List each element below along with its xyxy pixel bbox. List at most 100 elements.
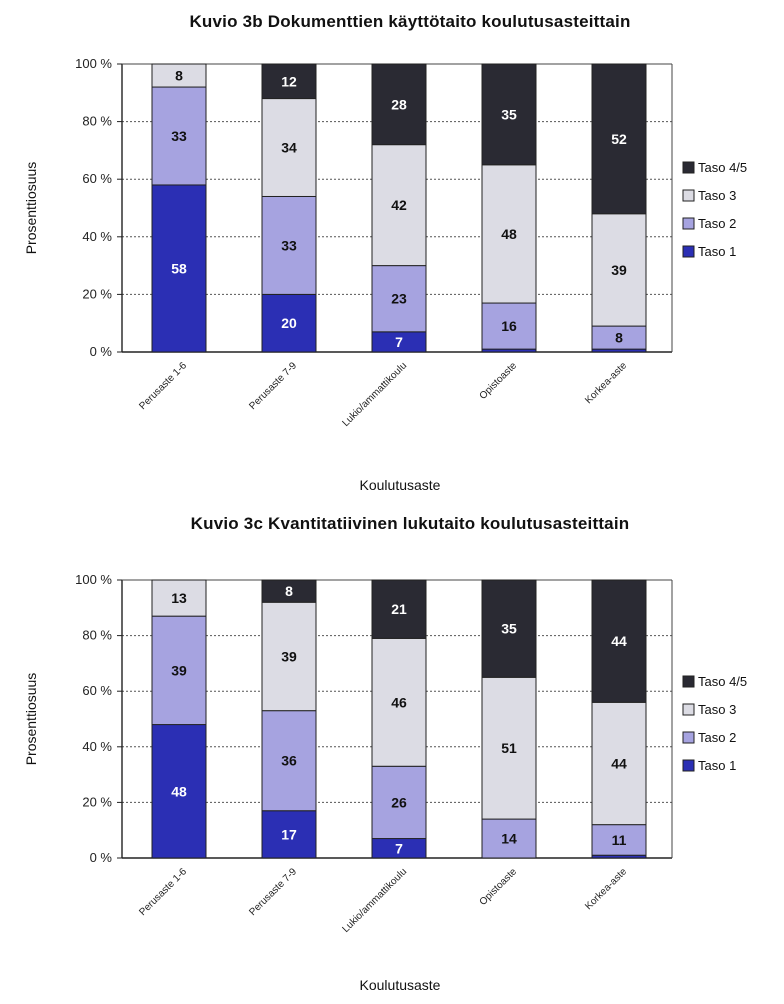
bar-segment (261, 98, 317, 197)
x-tick-label: Perusaste 1-6 (137, 360, 189, 412)
bar-segment (261, 63, 317, 100)
bar-segment (261, 810, 317, 859)
x-tick-label: Korkea-aste (583, 866, 629, 912)
data-label: 13 (171, 590, 187, 606)
data-label: 7 (395, 840, 403, 856)
data-label: 39 (611, 262, 627, 278)
bar-segment (371, 144, 427, 267)
bar-segment (151, 63, 207, 88)
data-label: 26 (391, 794, 407, 810)
bar-segment (261, 195, 317, 295)
bar-segment (371, 765, 427, 840)
x-axis-title: Koulutusaste (360, 477, 441, 493)
data-label: 33 (171, 128, 187, 144)
chart-panel-3c: Kuvio 3c Kvantitatiivinen lukutaito koul… (0, 502, 784, 1002)
bar-segment (261, 579, 317, 603)
bar-segment (261, 293, 317, 353)
y-tick-label: 60 % (82, 171, 112, 186)
legend-swatch (682, 245, 695, 258)
x-tick-label: Perusaste 7-9 (247, 866, 299, 918)
bar-segment (151, 184, 207, 353)
chart-panel-3b: Kuvio 3b Dokumenttien käyttötaito koulut… (0, 0, 784, 500)
data-label: 7 (395, 334, 403, 350)
bar-segment (481, 164, 537, 304)
data-label: 20 (281, 315, 297, 331)
legend: Taso 4/5 Taso 3 Taso 2 Taso 1 (682, 160, 747, 259)
data-label: 35 (501, 106, 517, 122)
bar-segment (591, 701, 647, 826)
y-tick-label: 20 % (82, 286, 112, 301)
data-label: 11 (612, 832, 627, 848)
data-label: 8 (175, 68, 183, 84)
bar-segment (151, 579, 207, 617)
bar-segment (591, 63, 647, 215)
x-tick-label: Opistoaste (478, 866, 520, 908)
y-axis-title: Prosenttiosuus (23, 673, 39, 766)
legend-label: Taso 4/5 (698, 160, 747, 175)
bar-segment (591, 579, 647, 703)
y-tick-label: 100 % (75, 572, 112, 587)
y-tick-label: 40 % (82, 739, 112, 754)
bar-segment (261, 710, 317, 812)
legend-label: Taso 3 (698, 188, 736, 203)
y-tick-label: 80 % (82, 114, 112, 129)
bar-segment (151, 724, 207, 859)
bar-segment (371, 637, 427, 767)
data-label: 21 (391, 601, 407, 617)
data-label: 51 (501, 740, 517, 756)
legend-label: Taso 3 (698, 702, 736, 717)
legend-swatch (682, 161, 695, 174)
data-label: 39 (171, 662, 187, 678)
x-tick-label: Perusaste 1-6 (137, 866, 189, 918)
legend-swatch (682, 731, 695, 744)
y-axis-title: Prosenttiosuus (23, 162, 39, 255)
legend-swatch (682, 217, 695, 230)
legend-label: Taso 2 (698, 216, 736, 231)
bar-segment (591, 213, 647, 327)
data-label: 52 (611, 131, 627, 147)
data-label: 42 (391, 197, 407, 213)
data-label: 17 (281, 826, 297, 842)
data-label: 12 (281, 73, 297, 89)
chart-title: Kuvio 3c Kvantitatiivinen lukutaito koul… (190, 514, 630, 533)
y-tick-label: 80 % (82, 628, 112, 643)
bar-segment (371, 63, 427, 146)
data-label: 44 (611, 633, 627, 649)
data-label: 48 (501, 226, 517, 242)
data-label: 34 (281, 140, 297, 156)
data-label: 44 (611, 755, 627, 771)
legend: Taso 4/5 Taso 3 Taso 2 Taso 1 (682, 674, 747, 773)
x-tick-label: Lukio/ammattikoulu (340, 360, 409, 429)
y-tick-label: 20 % (82, 794, 112, 809)
x-tick-label: Korkea-aste (583, 360, 629, 406)
y-tick-label: 60 % (82, 683, 112, 698)
data-label: 14 (501, 831, 517, 847)
bar-segment (371, 579, 427, 639)
legend-swatch (682, 759, 695, 772)
data-label: 8 (285, 583, 293, 599)
legend-label: Taso 1 (698, 758, 736, 773)
data-label: 23 (391, 291, 407, 307)
data-label: 48 (171, 783, 187, 799)
bar-segment (151, 86, 207, 186)
legend-label: Taso 4/5 (698, 674, 747, 689)
data-label: 39 (281, 648, 297, 664)
stacked-bar-chart-3b: 0 % 20 % 40 % 60 % 80 % 100 % 58 33 8 Perusaste 1… (23, 56, 747, 493)
chart-title: Kuvio 3b Dokumenttien käyttötaito koulut… (189, 12, 631, 31)
legend-label: Taso 2 (698, 730, 736, 745)
bar-segment (481, 302, 537, 350)
data-label: 16 (501, 318, 517, 334)
y-tick-label: 0 % (90, 850, 113, 865)
legend-label: Taso 1 (698, 244, 736, 259)
bar-segment (481, 579, 537, 678)
data-label: 58 (171, 260, 187, 276)
x-axis-title: Koulutusaste (360, 977, 441, 993)
y-tick-label: 0 % (90, 344, 113, 359)
y-tick-label: 100 % (75, 56, 112, 71)
legend-swatch (682, 189, 695, 202)
x-tick-label: Opistoaste (478, 360, 520, 402)
data-label: 36 (281, 753, 297, 769)
bar-segment (261, 601, 317, 712)
y-tick-label: 40 % (82, 229, 112, 244)
x-tick-label: Lukio/ammattikoulu (340, 866, 409, 935)
